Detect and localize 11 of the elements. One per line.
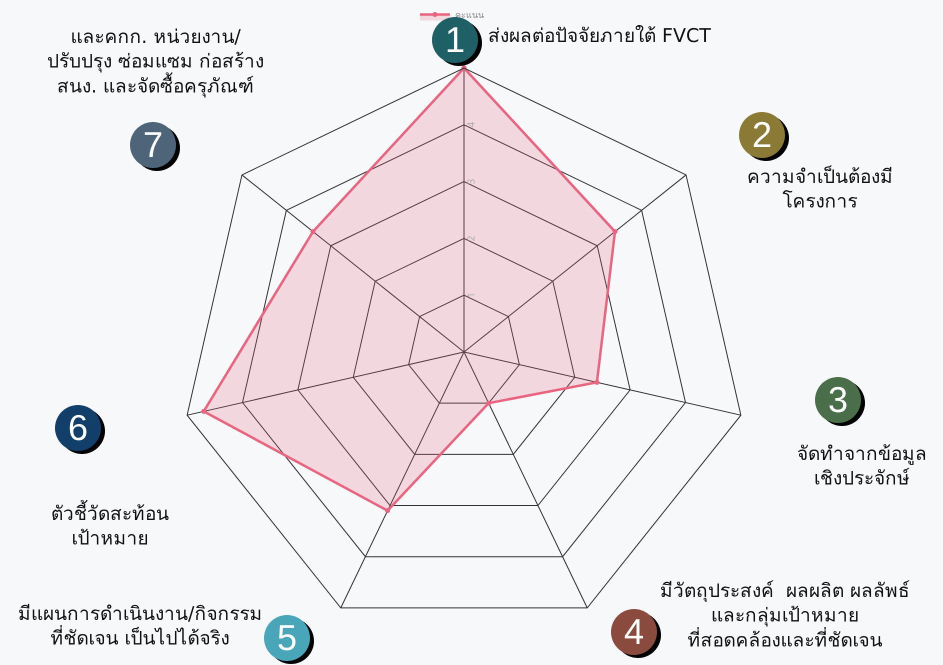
spoke-label: ตัวชี้วัดสะท้อน เป้าหมาย (51, 500, 169, 550)
spoke-label: และคกก. หน่วยงาน/ ปรับปรุง ซ่อมแซม ก่อสร้าง สนง. และจัดซื้อครุภัณฑ์ (47, 26, 264, 98)
y-tick-label: 3 (464, 178, 478, 184)
y-tick-label: 4 (464, 122, 478, 128)
spoke-label: ความจำเป็นต้องมี โครงการ (747, 164, 893, 213)
spoke-label: มีแผนการดำเนินงาน/กิจกรรม ที่ชัดเจน เป็นไปได้จริง (18, 603, 262, 650)
spoke-label: มีวัตถุประสงค์ ผลผลิต ผลลัพธ์ และกลุ่มเป้าหมาย ที่สอดคล้องและที่ชัดเจน (660, 580, 910, 652)
y-tick-label: 1 (464, 292, 478, 298)
y-tick-label: 2 (464, 235, 478, 242)
spoke-label: ส่งผลต่อปัจจัยภายใต้ FVCT (488, 25, 712, 47)
spoke-label: จัดทำจากข้อมูล เชิงประจักษ์ (797, 443, 927, 490)
